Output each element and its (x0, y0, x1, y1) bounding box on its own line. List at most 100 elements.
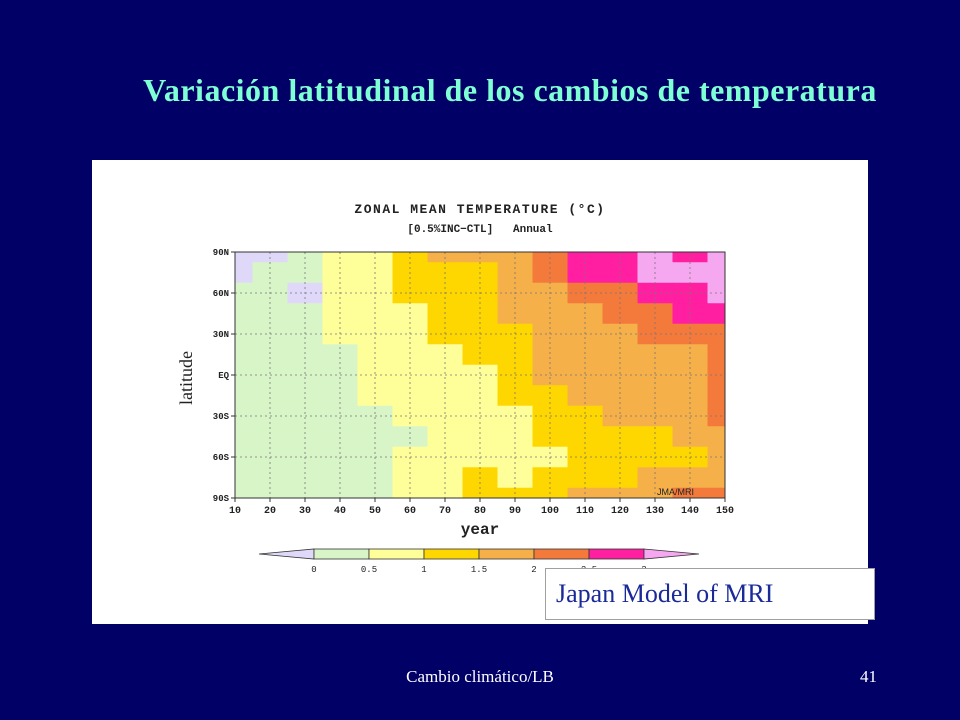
heatmap-cell (707, 426, 726, 448)
heatmap-cell (235, 385, 253, 407)
y-tick-label: 30N (213, 330, 229, 340)
heatmap-cell (672, 344, 708, 366)
colorbar-segment (588, 548, 645, 560)
heatmap-cell (357, 344, 393, 366)
heatmap-cell (235, 252, 253, 263)
heatmap-cell (235, 303, 253, 325)
colorbar-segment (313, 548, 370, 560)
y-axis-label: latitude (176, 351, 196, 405)
y-tick-label: 30S (213, 412, 230, 422)
temperature-heatmap-chart: ZONAL MEAN TEMPERATURE (°C) [0.5%INC−CTL… (176, 202, 734, 575)
heatmap-cell (252, 426, 288, 448)
heatmap-cell (322, 426, 358, 448)
heatmap-cell (532, 385, 568, 407)
figure-caption: Japan Model of MRI (556, 579, 774, 608)
x-tick-label: 150 (716, 506, 734, 517)
heatmap-cell (567, 426, 603, 448)
y-tick-label: 90S (213, 494, 230, 504)
colorbar-arrow-high (643, 548, 700, 560)
x-tick-label: 70 (439, 506, 451, 517)
heatmap-cell (567, 385, 603, 407)
heatmap-cell (235, 262, 253, 284)
heatmap-cell (235, 426, 253, 448)
x-tick-label: 120 (611, 506, 629, 517)
heatmap-cell (462, 426, 498, 448)
x-tick-label: 40 (334, 506, 346, 517)
heatmap-cell (235, 282, 253, 304)
footer-text: Cambio climático/LB (406, 667, 554, 686)
heatmap-cell (427, 385, 463, 407)
y-tick-label: 60N (213, 289, 229, 299)
y-tick-label: EQ (218, 371, 229, 381)
heatmap-cell (392, 385, 428, 407)
heatmap-cell (637, 385, 673, 407)
heatmap-cell (287, 426, 323, 448)
heatmap-cell (707, 344, 726, 366)
heatmap-cell (567, 344, 603, 366)
page-number: 41 (860, 667, 877, 686)
colorbar-segment (368, 548, 425, 560)
heatmap-cell (532, 426, 568, 448)
chart-subtitle: [0.5%INC−CTL] Annual (407, 224, 553, 236)
heatmap-cell (427, 344, 463, 366)
heatmap-cell (672, 385, 708, 407)
heatmap-cell (707, 487, 726, 499)
x-tick-label: 100 (541, 506, 559, 517)
heatmap-cell (235, 487, 253, 499)
y-tick-label: 90N (213, 248, 229, 258)
heatmap-cell (392, 426, 428, 448)
colorbar-segment (423, 548, 480, 560)
heatmap-cell (707, 262, 726, 284)
heatmap-cell (672, 426, 708, 448)
colorbar-label: 0.5 (361, 565, 377, 575)
heatmap-cell (602, 344, 638, 366)
heatmap-cell (462, 344, 498, 366)
heatmap-cell (252, 344, 288, 366)
colorbar-segment (478, 548, 535, 560)
x-tick-label: 140 (681, 506, 699, 517)
heatmap-cell (235, 467, 253, 489)
colorbar-arrow-low (258, 548, 315, 560)
colorbar-label: 1.5 (471, 565, 487, 575)
heatmap-cell (532, 344, 568, 366)
x-tick-label: 50 (369, 506, 381, 517)
heatmap-cell (322, 344, 358, 366)
chart-title: ZONAL MEAN TEMPERATURE (°C) (354, 202, 605, 217)
caption-box: Japan Model of MRI (545, 568, 875, 620)
heatmap-cell (637, 426, 673, 448)
heatmap-cell (235, 344, 253, 366)
heatmap-cell (602, 385, 638, 407)
x-tick-label: 90 (509, 506, 521, 517)
heatmap-cell (427, 426, 463, 448)
heatmap-cell (235, 364, 253, 386)
heatmap-cell (497, 426, 533, 448)
heatmap-cell (707, 303, 726, 325)
heatmap-cell (707, 252, 726, 263)
colorbar-label: 2 (531, 565, 536, 575)
heatmap-cell (235, 405, 253, 427)
heatmap-cell (287, 385, 323, 407)
heatmap-cell (235, 446, 253, 468)
x-tick-label: 80 (474, 506, 486, 517)
colorbar-label: 0 (311, 565, 316, 575)
x-tick-label: 110 (576, 506, 594, 517)
colorbar-segment (533, 548, 590, 560)
slide-title: Variación latitudinal de los cambios de … (143, 72, 877, 108)
x-tick-label: 130 (646, 506, 664, 517)
heatmap-cell (287, 344, 323, 366)
heatmap-cell (637, 344, 673, 366)
heatmap-cell (235, 323, 253, 345)
x-tick-label: 20 (264, 506, 276, 517)
heatmap-cell (497, 344, 533, 366)
heatmap-cell (322, 385, 358, 407)
x-tick-label: 60 (404, 506, 416, 517)
heatmap-cell (252, 385, 288, 407)
heatmap-cell (707, 467, 726, 489)
colorbar-label: 1 (421, 565, 426, 575)
x-tick-label: 10 (229, 506, 241, 517)
y-tick-label: 60S (213, 453, 230, 463)
heatmap-cell (462, 385, 498, 407)
heatmap-cell (357, 426, 393, 448)
heatmap-cell (357, 385, 393, 407)
x-axis-label: year (461, 521, 499, 539)
